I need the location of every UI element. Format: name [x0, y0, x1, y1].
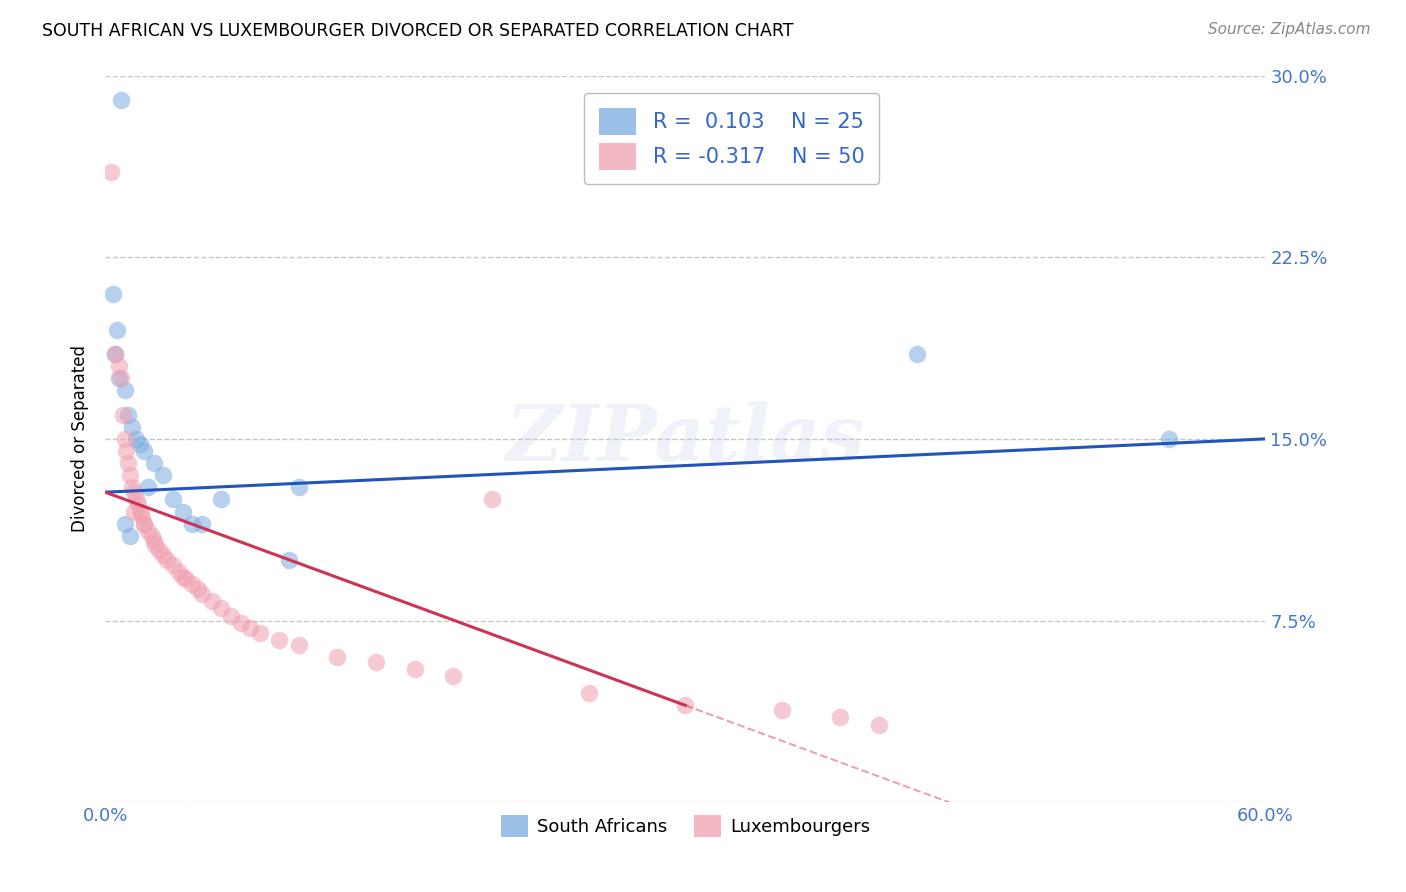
- Point: [200, 594, 222, 608]
- Point: [107, 371, 129, 385]
- Point: [277, 553, 299, 567]
- Point: [132, 444, 155, 458]
- Text: ZIPatlas: ZIPatlas: [506, 401, 865, 477]
- Point: [121, 419, 143, 434]
- Point: [104, 347, 127, 361]
- Point: [136, 480, 159, 494]
- Point: [229, 615, 252, 630]
- Text: SOUTH AFRICAN VS LUXEMBOURGER DIVORCED OR SEPARATED CORRELATION CHART: SOUTH AFRICAN VS LUXEMBOURGER DIVORCED O…: [42, 22, 793, 40]
- Point: [326, 649, 349, 664]
- Point: [287, 480, 309, 494]
- Point: [105, 323, 128, 337]
- Point: [181, 516, 204, 531]
- Point: [481, 492, 503, 507]
- Point: [828, 710, 851, 724]
- Point: [142, 533, 165, 548]
- Point: [181, 577, 204, 591]
- Point: [905, 347, 928, 361]
- Point: [152, 468, 174, 483]
- Point: [141, 529, 163, 543]
- Point: [114, 516, 136, 531]
- Point: [129, 505, 152, 519]
- Point: [115, 444, 138, 458]
- Point: [122, 485, 145, 500]
- Point: [121, 480, 143, 494]
- Point: [117, 456, 139, 470]
- Point: [162, 492, 184, 507]
- Point: [104, 347, 127, 361]
- Point: [191, 516, 214, 531]
- Point: [219, 608, 242, 623]
- Point: [868, 717, 890, 731]
- Point: [156, 553, 179, 567]
- Point: [162, 558, 184, 572]
- Point: [145, 539, 167, 553]
- Point: [107, 359, 129, 374]
- Point: [136, 524, 159, 538]
- Point: [127, 497, 149, 511]
- Point: [125, 492, 148, 507]
- Point: [101, 286, 124, 301]
- Point: [176, 573, 198, 587]
- Point: [191, 587, 214, 601]
- Point: [120, 529, 142, 543]
- Point: [673, 698, 696, 713]
- Point: [287, 638, 309, 652]
- Point: [172, 570, 194, 584]
- Y-axis label: Divorced or Separated: Divorced or Separated: [72, 345, 89, 533]
- Point: [172, 505, 194, 519]
- Point: [142, 456, 165, 470]
- Point: [132, 516, 155, 531]
- Point: [1157, 432, 1180, 446]
- Point: [114, 432, 136, 446]
- Point: [269, 632, 291, 647]
- Point: [132, 516, 155, 531]
- Point: [578, 686, 600, 700]
- Point: [114, 384, 136, 398]
- Point: [100, 165, 122, 179]
- Point: [131, 509, 153, 524]
- Point: [120, 468, 142, 483]
- Point: [167, 565, 190, 579]
- Point: [129, 436, 152, 450]
- Text: Source: ZipAtlas.com: Source: ZipAtlas.com: [1208, 22, 1371, 37]
- Point: [209, 601, 232, 615]
- Point: [110, 371, 132, 385]
- Point: [152, 548, 174, 562]
- Point: [249, 625, 271, 640]
- Point: [148, 543, 170, 558]
- Point: [404, 662, 426, 676]
- Point: [110, 93, 132, 107]
- Point: [187, 582, 209, 596]
- Point: [111, 408, 134, 422]
- Point: [239, 621, 262, 635]
- Point: [125, 432, 148, 446]
- Point: [441, 669, 464, 683]
- Point: [117, 408, 139, 422]
- Point: [209, 492, 232, 507]
- Point: [122, 505, 145, 519]
- Point: [364, 655, 387, 669]
- Point: [770, 703, 793, 717]
- Legend: South Africans, Luxembourgers: South Africans, Luxembourgers: [494, 807, 877, 844]
